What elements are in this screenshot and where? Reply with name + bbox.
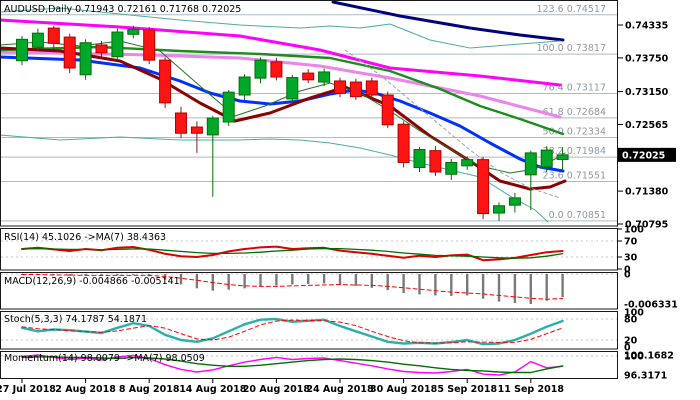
x-axis-date-label: 14 Aug 2018 [179,384,247,395]
candle-up [556,154,569,160]
candle-up [493,205,505,214]
panel-border [0,228,618,271]
candle-down [397,123,410,163]
candle-up [222,91,235,123]
y-axis-tick: 0.73150 [625,87,669,98]
candle-up [238,76,251,96]
fib-level-label: 100.0 0.73817 [536,43,606,54]
fib-level-label: 50.0 0.72334 [543,126,606,137]
stoch-axis-tick: 0 [624,343,631,354]
candle-up [206,117,219,136]
candle-up [127,28,140,35]
current-price-value: 0.72025 [622,150,665,161]
candle-up [318,71,331,83]
macd-panel [1,273,617,305]
momentum-label: Momentum(14) 98.0079 ->MA(7) 98.0509 [4,353,205,364]
rsi-axis-tick: 0 [624,265,631,276]
fib-level-label: 38.2 0.71984 [543,146,606,157]
x-axis-date-label: 24 Aug 2018 [306,384,374,395]
rsi-label: RSI(14) 45.1026 ->MA(7) 38.4363 [4,232,166,243]
x-axis-date-label: 2 Aug 2018 [55,384,116,395]
y-axis-tick: 0.74335 [625,21,668,32]
rsi-axis-tick: 70 [624,237,638,248]
panel-border [0,0,618,227]
candle-down [63,36,76,69]
candle-up [445,161,458,175]
candle-up [31,32,44,48]
momentum-axis-tick: 100.1682 [624,351,674,362]
y-axis-tick: 0.72565 [625,120,668,131]
candle-down [47,27,60,44]
main-price-panel: 123.6 0.74517 100.0 0.73817 76.4 0.73117 61… [0,0,617,223]
candle-down [143,29,156,61]
y-axis-tick: 0.73750 [625,53,669,64]
candle-down [334,80,346,94]
stoch-axis-tick: 80 [624,315,638,326]
y-axis-tick: 0.70795 [625,220,668,231]
x-axis-date-label: 20 Aug 2018 [243,384,311,395]
candle-down [302,72,315,81]
candle-down [365,80,378,96]
candle-up [79,42,92,76]
y-axis-tick: 0.71380 [625,187,669,198]
macd-axis-tick: 0 [624,270,631,281]
momentum-panel [1,354,617,376]
momentum-axis-tick: 96.3171 [624,371,667,382]
x-axis-date-label: 5 Sep 2018 [437,384,497,395]
candle-down [381,94,394,126]
candle-up [16,38,28,62]
candle-up [111,31,124,58]
candle-up [286,77,299,100]
candle-up [413,149,426,169]
candle-up [254,59,267,79]
candle-up [540,149,553,168]
candle-up [461,159,474,167]
fib-level-label: 123.6 0.74517 [536,4,606,15]
date-axis: 27 Jul 2018 2 Aug 2018 8 Aug 2018 14 Aug 20… [0,0,618,395]
x-axis-date-label: 8 Aug 2018 [119,384,180,395]
candle-down [477,159,490,215]
x-axis-date-label: 27 Jul 2018 [0,384,56,395]
candle-down [159,59,172,104]
current-price-tag [618,147,676,162]
panel-border [0,311,618,350]
candle-down [175,112,187,134]
chart-title: AUDUSD,Daily 0.71943 0.72161 0.71768 0.7… [4,4,241,15]
stoch-axis-tick: 100 [624,308,644,319]
stochastic-panel [1,317,617,346]
stoch-axis-tick: 20 [624,336,638,347]
candle-down [349,81,362,98]
stochastic-label: Stoch(5,3,3) 74.1787 54.1871 [4,314,147,325]
x-axis-date-label: 11 Sep 2018 [498,384,565,395]
rsi-axis-tick: 30 [624,253,638,264]
candle-down [95,44,108,54]
momentum-axis-tick: 100 [624,351,644,362]
candle-down [429,150,442,173]
macd-label: MACD(12,26,9) -0.004866 -0.005141 [4,276,180,287]
fib-level-label: 0.0 0.70851 [549,210,606,221]
candle-down [190,126,203,134]
price-axis: 0.74335 0.73750 0.73150 0.72565 0.71380 0.707… [618,21,678,382]
panel-border [0,351,618,379]
rsi-axis-tick: 100 [624,225,644,236]
fib-level-label: 76.4 0.73117 [543,82,606,93]
x-axis-date-label: 30 Aug 2018 [370,384,438,395]
candle-up [508,197,521,206]
rsi-panel [1,240,617,262]
candle-down [270,61,283,78]
fib-level-label: 61.8 0.72684 [543,107,606,118]
panel-border [0,272,618,310]
fib-level-label: 23.6 0.71551 [543,171,606,182]
candle-up [524,152,537,176]
macd-axis-tick: -0.006331 [624,300,678,311]
